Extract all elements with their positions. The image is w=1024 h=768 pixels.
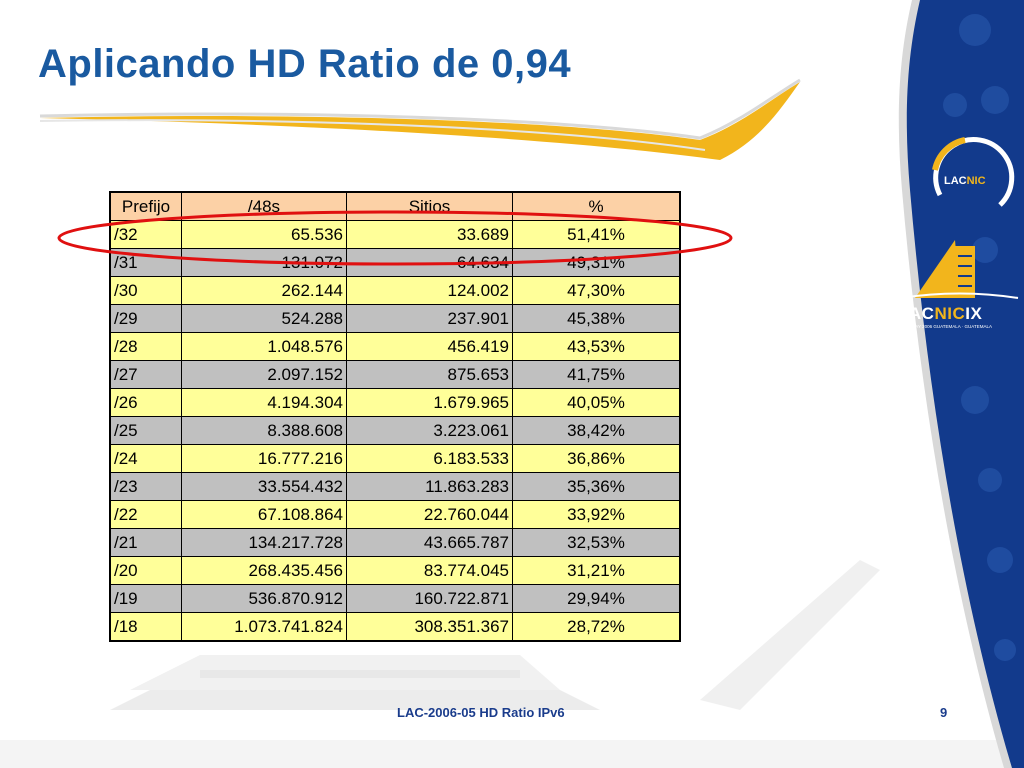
header-percent: % [512,191,681,221]
cell-percent: 31,21% [512,556,681,585]
cell-prefijo: /19 [109,584,182,613]
table-row: /25 8.388.608 3.223.061 38,42% [109,416,681,445]
cell-percent: 43,53% [512,332,681,361]
table-row: /19 536.870.912 160.722.871 29,94% [109,584,681,613]
cell-48s: 262.144 [181,276,347,305]
cell-48s: 4.194.304 [181,388,347,417]
cell-sitios: 1.679.965 [346,388,513,417]
table-row: /27 2.097.152 875.653 41,75% [109,360,681,389]
cell-sitios: 237.901 [346,304,513,333]
lacnic-logo-lac: LAC [944,175,967,187]
cell-sitios: 64.634 [346,248,513,277]
cell-sitios: 3.223.061 [346,416,513,445]
cell-prefijo: /30 [109,276,182,305]
lacnicix-logo-nic: NIC [934,304,966,323]
table-header-row: Prefijo /48s Sitios % [109,191,681,221]
cell-48s: 268.435.456 [181,556,347,585]
table-row: /31 131.072 64.634 49,31% [109,248,681,277]
header-48s: /48s [181,191,347,221]
cell-percent: 38,42% [512,416,681,445]
table-row: /28 1.048.576 456.419 43,53% [109,332,681,361]
cell-48s: 2.097.152 [181,360,347,389]
table-row: /23 33.554.432 11.863.283 35,36% [109,472,681,501]
cell-sitios: 308.351.367 [346,612,513,642]
cell-percent: 45,38% [512,304,681,333]
cell-48s: 67.108.864 [181,500,347,529]
table-row: /21 134.217.728 43.665.787 32,53% [109,528,681,557]
cell-48s: 524.288 [181,304,347,333]
cell-percent: 36,86% [512,444,681,473]
cell-sitios: 43.665.787 [346,528,513,557]
cell-prefijo: /24 [109,444,182,473]
table-row: /29 524.288 237.901 45,38% [109,304,681,333]
cell-48s: 134.217.728 [181,528,347,557]
cell-sitios: 456.419 [346,332,513,361]
cell-48s: 536.870.912 [181,584,347,613]
header-prefijo: Prefijo [109,191,182,221]
cell-percent: 35,36% [512,472,681,501]
cell-48s: 1.073.741.824 [181,612,347,642]
cell-percent: 41,75% [512,360,681,389]
table-row: /18 1.073.741.824 308.351.367 28,72% [109,612,681,642]
cell-prefijo: /26 [109,388,182,417]
lacnicix-logo-lac: LAC [898,304,935,323]
lacnic-logo: LACNIC [944,175,986,187]
lacnicix-logo-ix: IX [965,304,983,323]
cell-sitios: 83.774.045 [346,556,513,585]
cell-prefijo: /23 [109,472,182,501]
table-row: /20 268.435.456 83.774.045 31,21% [109,556,681,585]
cell-sitios: 22.760.044 [346,500,513,529]
table-row: /26 4.194.304 1.679.965 40,05% [109,388,681,417]
cell-prefijo: /28 [109,332,182,361]
lacnicix-logo: LACNICIX [898,304,1022,324]
cell-48s: 8.388.608 [181,416,347,445]
cell-prefijo: /18 [109,612,182,642]
cell-percent: 33,92% [512,500,681,529]
table-row: /22 67.108.864 22.760.044 33,92% [109,500,681,529]
cell-percent: 29,94% [512,584,681,613]
cell-sitios: 160.722.871 [346,584,513,613]
cell-sitios: 875.653 [346,360,513,389]
table-row: /24 16.777.216 6.183.533 36,86% [109,444,681,473]
cell-sitios: 124.002 [346,276,513,305]
cell-48s: 131.072 [181,248,347,277]
cell-48s: 33.554.432 [181,472,347,501]
lacnicix-logo-subtitle: 22/26 MAY 2006 GUATEMALA · GUATEMALA [899,324,992,329]
cell-prefijo: /29 [109,304,182,333]
cell-prefijo: /31 [109,248,182,277]
cell-48s: 1.048.576 [181,332,347,361]
table-body: /32 65.536 33.689 51,41%/31 131.072 64.634 49,… [109,220,681,642]
cell-percent: 28,72% [512,612,681,642]
cell-sitios: 11.863.283 [346,472,513,501]
cell-prefijo: /32 [109,220,182,249]
cell-percent: 49,31% [512,248,681,277]
header-sitios: Sitios [346,191,513,221]
cell-sitios: 6.183.533 [346,444,513,473]
cell-prefijo: /27 [109,360,182,389]
cell-48s: 16.777.216 [181,444,347,473]
cell-prefijo: /20 [109,556,182,585]
cell-prefijo: /21 [109,528,182,557]
page-number: 9 [940,705,948,720]
cell-48s: 65.536 [181,220,347,249]
table-row: /30 262.144 124.002 47,30% [109,276,681,305]
cell-prefijo: /25 [109,416,182,445]
cell-percent: 32,53% [512,528,681,557]
slide-footer: LAC-2006-05 HD Ratio IPv6 [397,705,565,720]
cell-percent: 47,30% [512,276,681,305]
table-row: /32 65.536 33.689 51,41% [109,220,681,249]
slide-title: Aplicando HD Ratio de 0,94 [38,42,572,86]
cell-percent: 40,05% [512,388,681,417]
lacnic-logo-nic: NIC [966,175,986,187]
cell-sitios: 33.689 [346,220,513,249]
cell-percent: 51,41% [512,220,681,249]
cell-prefijo: /22 [109,500,182,529]
hd-ratio-table: Prefijo /48s Sitios % /32 65.536 33.689 51,… [109,191,681,642]
